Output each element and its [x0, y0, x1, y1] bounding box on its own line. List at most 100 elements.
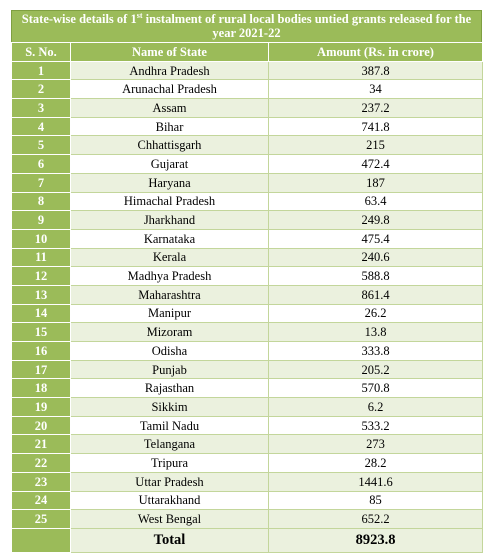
total-amount: 8923.8	[268, 527, 483, 553]
state-cell: Haryana	[70, 172, 269, 193]
sno-cell: 11	[11, 247, 71, 268]
amount-cell: 85	[268, 490, 483, 511]
header-state: Name of State	[70, 42, 269, 62]
state-cell: West Bengal	[70, 509, 269, 529]
table-title: State-wise details of 1st instalment of …	[11, 10, 482, 42]
sno-cell: 23	[11, 471, 71, 492]
table-row: 25 West Bengal 652.2	[11, 509, 483, 529]
table-row: 21 Telangana 273	[11, 434, 483, 455]
amount-cell: 28.2	[268, 453, 483, 473]
sno-cell: 3	[11, 98, 71, 118]
state-cell: Karnataka	[70, 228, 269, 249]
amount-cell: 187	[268, 172, 483, 193]
amount-cell: 741.8	[268, 116, 483, 137]
table-row: 2 Arunachal Pradesh 34	[11, 79, 483, 100]
sno-cell: 7	[11, 172, 71, 193]
amount-cell: 13.8	[268, 322, 483, 342]
title-superscript: st	[136, 10, 143, 20]
state-cell: Kerala	[70, 247, 269, 268]
state-cell: Mizoram	[70, 322, 269, 342]
state-cell: Himachal Pradesh	[70, 191, 269, 212]
state-cell: Uttar Pradesh	[70, 471, 269, 492]
state-cell: Punjab	[70, 359, 269, 380]
amount-cell: 237.2	[268, 98, 483, 118]
sno-cell: 4	[11, 116, 71, 137]
header-row: S. No. Name of State Amount (Rs. in cror…	[11, 42, 483, 62]
state-cell: Assam	[70, 98, 269, 118]
amount-cell: 533.2	[268, 415, 483, 436]
state-cell: Madhya Pradesh	[70, 266, 269, 286]
table-row: 7 Haryana 187	[11, 172, 483, 193]
amount-cell: 205.2	[268, 359, 483, 380]
table-row: 8 Himachal Pradesh 63.4	[11, 191, 483, 212]
header-sno: S. No.	[11, 42, 71, 62]
state-cell: Arunachal Pradesh	[70, 79, 269, 100]
sno-cell: 17	[11, 359, 71, 380]
sno-cell: 2	[11, 79, 71, 100]
grants-table: S. No. Name of State Amount (Rs. in cror…	[11, 42, 483, 553]
sno-cell: 13	[11, 284, 71, 305]
total-label: Total	[70, 527, 269, 553]
table-row: 18 Rajasthan 570.8	[11, 378, 483, 399]
sno-cell: 5	[11, 135, 71, 156]
state-cell: Uttarakhand	[70, 490, 269, 511]
state-cell: Maharashtra	[70, 284, 269, 305]
sno-cell: 14	[11, 303, 71, 324]
amount-cell: 240.6	[268, 247, 483, 268]
sno-cell: 21	[11, 434, 71, 455]
state-cell: Telangana	[70, 434, 269, 455]
table-row: 5 Chhattisgarh 215	[11, 135, 483, 156]
state-cell: Tripura	[70, 453, 269, 473]
sno-cell: 12	[11, 266, 71, 286]
amount-cell: 215	[268, 135, 483, 156]
table-row: 22 Tripura 28.2	[11, 453, 483, 473]
amount-cell: 588.8	[268, 266, 483, 286]
sno-cell: 9	[11, 210, 71, 230]
sno-cell: 6	[11, 154, 71, 174]
table-row: 11 Kerala 240.6	[11, 247, 483, 268]
table-row: 3 Assam 237.2	[11, 98, 483, 118]
state-cell: Tamil Nadu	[70, 415, 269, 436]
table-row: 6 Gujarat 472.4	[11, 154, 483, 174]
amount-cell: 26.2	[268, 303, 483, 324]
sno-cell: 20	[11, 415, 71, 436]
sno-cell: 22	[11, 453, 71, 473]
amount-cell: 273	[268, 434, 483, 455]
sno-cell: 24	[11, 490, 71, 511]
state-cell: Manipur	[70, 303, 269, 324]
amount-cell: 333.8	[268, 341, 483, 361]
amount-cell: 861.4	[268, 284, 483, 305]
grants-table-container: State-wise details of 1st instalment of …	[11, 10, 483, 553]
amount-cell: 249.8	[268, 210, 483, 230]
sno-cell: 18	[11, 378, 71, 399]
sno-cell: 16	[11, 341, 71, 361]
table-row: 19 Sikkim 6.2	[11, 397, 483, 417]
sno-cell: 1	[11, 60, 71, 81]
table-row: 23 Uttar Pradesh 1441.6	[11, 471, 483, 492]
table-row: 1 Andhra Pradesh 387.8	[11, 60, 483, 81]
table-row: 12 Madhya Pradesh 588.8	[11, 266, 483, 286]
amount-cell: 1441.6	[268, 471, 483, 492]
table-row: 24 Uttarakhand 85	[11, 490, 483, 511]
amount-cell: 570.8	[268, 378, 483, 399]
table-row: 20 Tamil Nadu 533.2	[11, 415, 483, 436]
table-row: 10 Karnataka 475.4	[11, 228, 483, 249]
table-row: 13 Maharashtra 861.4	[11, 284, 483, 305]
state-cell: Chhattisgarh	[70, 135, 269, 156]
total-sno-cell	[11, 527, 71, 553]
state-cell: Gujarat	[70, 154, 269, 174]
amount-cell: 652.2	[268, 509, 483, 529]
amount-cell: 472.4	[268, 154, 483, 174]
title-part1: State-wise details of 1	[21, 12, 137, 26]
state-cell: Bihar	[70, 116, 269, 137]
amount-cell: 34	[268, 79, 483, 100]
sno-cell: 19	[11, 397, 71, 417]
title-part2: instalment of rural local bodies untied …	[142, 12, 472, 40]
header-amount: Amount (Rs. in crore)	[268, 42, 483, 62]
state-cell: Rajasthan	[70, 378, 269, 399]
amount-cell: 63.4	[268, 191, 483, 212]
table-row: 14 Manipur 26.2	[11, 303, 483, 324]
amount-cell: 387.8	[268, 60, 483, 81]
amount-cell: 475.4	[268, 228, 483, 249]
state-cell: Odisha	[70, 341, 269, 361]
